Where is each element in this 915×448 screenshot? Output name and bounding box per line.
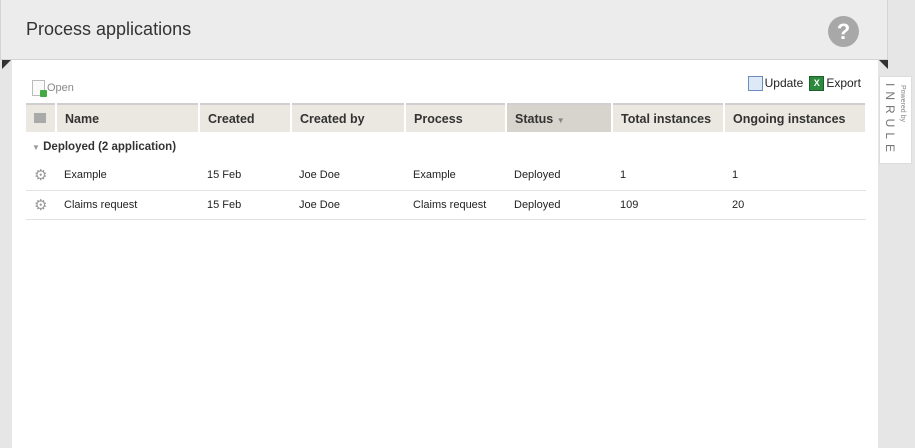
open-label: Open (47, 82, 74, 94)
cell-status: Deployed (506, 161, 612, 191)
collapse-icon[interactable]: ▼ (32, 142, 40, 152)
column-header-process[interactable]: Process (405, 104, 507, 132)
cell-name: Claims request (56, 190, 199, 220)
cell-status: Deployed (506, 190, 612, 220)
open-document-icon (32, 80, 47, 97)
cell-created-by: Joe Doe (291, 190, 405, 220)
help-icon[interactable]: ? (828, 16, 859, 47)
cell-name: Example (56, 161, 199, 191)
column-header-created[interactable]: Created (199, 104, 292, 132)
cell-total-instances: 1 (612, 161, 724, 191)
table-row[interactable]: ⚙ Claims request 15 Feb Joe Doe Claims r… (26, 190, 866, 220)
group-row[interactable]: ▼ Deployed (2 application) (26, 132, 866, 161)
cell-ongoing-instances: 1 (724, 161, 866, 191)
corner-decoration (2, 60, 11, 69)
flag-icon (34, 112, 46, 123)
main-panel: Open Update X Export Name Created Created… (12, 60, 878, 448)
flag-column-header[interactable] (26, 104, 57, 132)
cell-process: Claims request (405, 190, 506, 220)
corner-decoration (879, 60, 888, 69)
cell-process: Example (405, 161, 506, 191)
column-header-name[interactable]: Name (56, 104, 200, 132)
page-title: Process applications (26, 19, 192, 39)
column-header-ongoing-instances[interactable]: Ongoing instances (724, 104, 867, 132)
table-row[interactable]: ⚙ Example 15 Feb Joe Doe Example Deploye… (26, 161, 866, 191)
export-label: Export (826, 76, 861, 90)
refresh-icon (747, 76, 763, 92)
update-label: Update (764, 76, 804, 90)
export-button[interactable]: X Export (809, 76, 861, 92)
sort-down-icon: ▼ (556, 115, 565, 125)
update-button[interactable]: Update (747, 76, 804, 92)
gear-icon: ⚙ (34, 167, 48, 185)
cell-created: 15 Feb (199, 161, 291, 191)
cell-created: 15 Feb (199, 190, 291, 220)
excel-icon: X (809, 76, 825, 92)
group-label: Deployed (2 application) (43, 140, 177, 153)
powered-by-label: Powered by (899, 85, 906, 122)
column-header-total-instances[interactable]: Total instances (612, 104, 725, 132)
open-button[interactable]: Open (32, 80, 74, 97)
gear-icon: ⚙ (34, 196, 48, 214)
column-header-created-by[interactable]: Created by (291, 104, 406, 132)
powered-by-inrule-badge[interactable]: Powered by INRULE (879, 76, 912, 164)
column-header-status[interactable]: Status ▼ (506, 104, 613, 132)
page-header: Process applications ? (0, 0, 888, 60)
cell-created-by: Joe Doe (291, 161, 405, 191)
applications-table: Name Created Created by Process Status ▼… (26, 103, 867, 220)
status-header-label: Status (515, 111, 554, 126)
cell-ongoing-instances: 20 (724, 190, 866, 220)
inrule-logo: INRULE (883, 83, 897, 158)
cell-total-instances: 109 (612, 190, 724, 220)
